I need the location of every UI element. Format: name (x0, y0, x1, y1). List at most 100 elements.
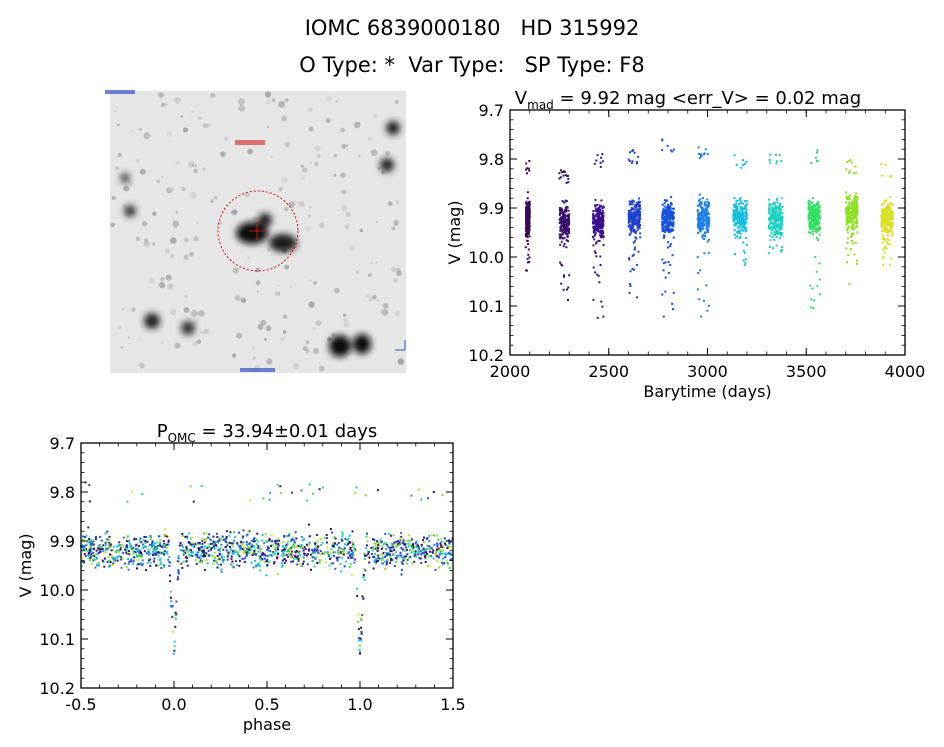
phase-point (428, 550, 431, 553)
phase-point (451, 553, 454, 556)
phase-point (122, 551, 125, 554)
lightcurve-point (599, 165, 602, 168)
lightcurve-point (745, 230, 747, 233)
lightcurve-point (566, 221, 569, 224)
phase-point (447, 551, 450, 554)
phase-point (145, 569, 147, 572)
phase-point (282, 550, 285, 553)
phase-point (366, 540, 369, 543)
lightcurve-point (661, 203, 664, 206)
phase-point (443, 562, 446, 565)
phase-point (240, 543, 243, 546)
lightcurve-point (702, 215, 705, 217)
phase-point (264, 554, 267, 557)
lightcurve-point (816, 149, 819, 152)
phase-point (442, 563, 445, 566)
lightcurve-point (817, 223, 820, 226)
phase-point (384, 532, 387, 535)
phase-point (133, 559, 135, 562)
lightcurve-point (602, 220, 605, 222)
lightcurve-point (886, 221, 889, 224)
sky-star (292, 200, 297, 205)
lightcurve-point (702, 197, 704, 200)
phase-point (319, 550, 322, 552)
phase-point (368, 556, 371, 559)
lightcurve-point (593, 162, 596, 165)
phase-point (245, 555, 248, 558)
lightcurve-point (882, 223, 884, 226)
lightcurve-point (670, 203, 673, 206)
lightcurve-point (738, 226, 741, 229)
lightcurve-point (599, 227, 602, 230)
phase-point (359, 637, 362, 640)
lightcurve-point (814, 212, 817, 215)
lightcurve-point (631, 201, 634, 204)
lightcurve-point (815, 213, 818, 216)
lightcurve-point (775, 220, 778, 223)
phase-point (121, 558, 124, 561)
phase-point (215, 561, 218, 564)
phase-point (283, 548, 286, 551)
phase-point (205, 546, 208, 549)
lightcurve-point (664, 230, 666, 233)
sky-star (335, 100, 338, 103)
lightcurve-point (888, 216, 891, 219)
phase-point (375, 559, 378, 562)
phase-point (325, 534, 328, 536)
phase-point (430, 547, 433, 550)
phase-point (135, 538, 138, 541)
phase-point (376, 540, 379, 543)
phase-point (245, 534, 248, 537)
phase-point (340, 557, 343, 560)
phase-point (344, 560, 347, 563)
lightcurve-point (811, 227, 814, 229)
lightcurve-point (568, 213, 571, 216)
phase-point (329, 528, 332, 530)
lightcurve-point (890, 257, 893, 260)
phase-point (151, 540, 154, 543)
sky-star (170, 254, 175, 259)
phase-point (347, 542, 350, 545)
phase-point (220, 570, 223, 573)
phase-point (140, 555, 143, 558)
phase-point (174, 614, 177, 617)
sky-star (280, 337, 285, 342)
lightcurve-point (816, 221, 819, 224)
lightcurve-point (704, 211, 707, 214)
lightcurve-point (601, 206, 604, 209)
phase-point (198, 541, 201, 544)
lightcurve-point (848, 170, 851, 173)
lightcurve-point (525, 234, 528, 237)
lightcurve-point (882, 256, 885, 259)
lightcurve-point (812, 299, 815, 302)
phase-point (449, 558, 452, 561)
phase-point (408, 556, 411, 559)
lightcurve-point (601, 209, 604, 212)
phase-point (438, 553, 441, 556)
phase-point (180, 562, 183, 565)
lightcurve-point (774, 211, 777, 213)
phase-point (153, 548, 156, 550)
phase-point (197, 547, 200, 550)
phase-point (106, 530, 109, 533)
lightcurve-point (697, 214, 700, 217)
sky-star (234, 210, 237, 213)
lightcurve-point (846, 227, 849, 230)
phase-point (350, 549, 353, 552)
phase-point (377, 554, 380, 557)
phase-point (324, 561, 327, 564)
phase-point (158, 552, 161, 555)
sky-star (381, 170, 385, 175)
lightcurve-point (528, 201, 530, 204)
lightcurve-point (773, 209, 776, 212)
phase-point (201, 551, 204, 554)
lightcurve-point (560, 208, 563, 211)
lightcurve-point (629, 210, 632, 213)
lightcurve-point (706, 225, 709, 228)
phase-point (398, 543, 401, 546)
phase-point (394, 557, 397, 560)
phase-point (176, 560, 179, 563)
phase-point (108, 535, 111, 538)
lightcurve-point (638, 208, 641, 211)
phase-point (424, 561, 427, 563)
